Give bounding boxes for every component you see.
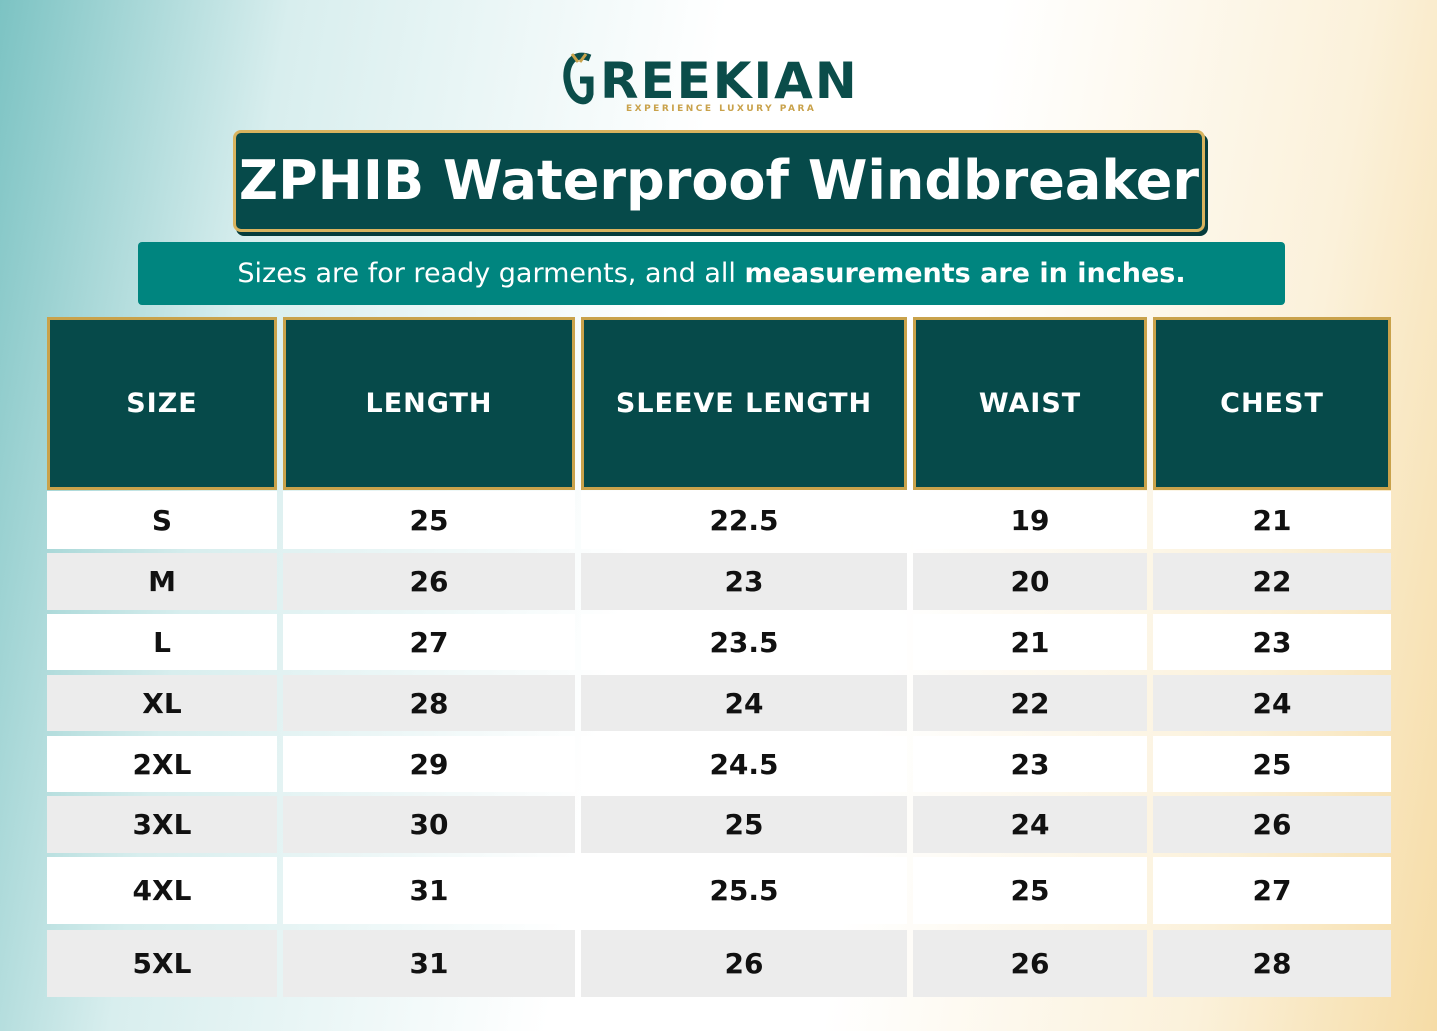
header-cell: CHEST — [1153, 317, 1391, 490]
brand-name: REEKIAN — [600, 52, 859, 110]
table-cell: 23 — [913, 736, 1147, 792]
table-cell: 23 — [581, 553, 907, 610]
subtitle-text: Sizes are for ready garments, and all — [237, 258, 736, 289]
table-cell: 3XL — [47, 796, 277, 853]
header-cell: WAIST — [913, 317, 1147, 490]
header-cell: LENGTH — [283, 317, 575, 490]
table-cell: 26 — [283, 553, 575, 610]
table-cell: 29 — [283, 736, 575, 792]
table-cell: 21 — [1153, 491, 1391, 549]
title: ZPHIB Waterproof Windbreaker — [238, 149, 1200, 212]
table-cell: 28 — [283, 675, 575, 731]
table-cell: 23 — [1153, 614, 1391, 670]
table-cell: 22 — [1153, 553, 1391, 610]
table-cell: 4XL — [47, 857, 277, 924]
table-cell: S — [47, 491, 277, 549]
table-cell: 22 — [913, 675, 1147, 731]
table-cell: 22.5 — [581, 491, 907, 549]
table-cell: 25.5 — [581, 857, 907, 924]
table-cell: 5XL — [47, 930, 277, 997]
title-box — [233, 130, 1205, 232]
table-cell: 24.5 — [581, 736, 907, 792]
table-cell: 19 — [913, 491, 1147, 549]
header-cell: SLEEVE LENGTH — [581, 317, 907, 490]
table-cell: 26 — [1153, 796, 1391, 853]
subtitle-box — [138, 242, 1285, 305]
table-cell: 26 — [913, 930, 1147, 997]
table-cell: 26 — [581, 930, 907, 997]
table-cell: M — [47, 553, 277, 610]
table-cell: 2XL — [47, 736, 277, 792]
brand-icon — [563, 52, 594, 105]
table-cell: 20 — [913, 553, 1147, 610]
table-cell: 25 — [283, 491, 575, 549]
table-cell: 27 — [283, 614, 575, 670]
table-cell: 24 — [913, 796, 1147, 853]
table-cell: 23.5 — [581, 614, 907, 670]
subtitle-emphasis: measurements are in inches. — [744, 258, 1186, 289]
header-cell: SIZE — [47, 317, 277, 490]
table-cell: 31 — [283, 857, 575, 924]
table-cell: 28 — [1153, 930, 1391, 997]
table-cell: 27 — [1153, 857, 1391, 924]
table-cell: 25 — [913, 857, 1147, 924]
table-cell: 31 — [283, 930, 575, 997]
table-cell: L — [47, 614, 277, 670]
table-cell: 30 — [283, 796, 575, 853]
table-cell: 25 — [581, 796, 907, 853]
table-cell: XL — [47, 675, 277, 731]
table-cell: 25 — [1153, 736, 1391, 792]
brand-tagline: EXPERIENCE LUXURY PARA — [626, 104, 817, 114]
table-cell: 24 — [581, 675, 907, 731]
table-cell: 21 — [913, 614, 1147, 670]
table-cell: 24 — [1153, 675, 1391, 731]
subtitle: Sizes are for ready garments, and all me… — [138, 242, 1285, 305]
